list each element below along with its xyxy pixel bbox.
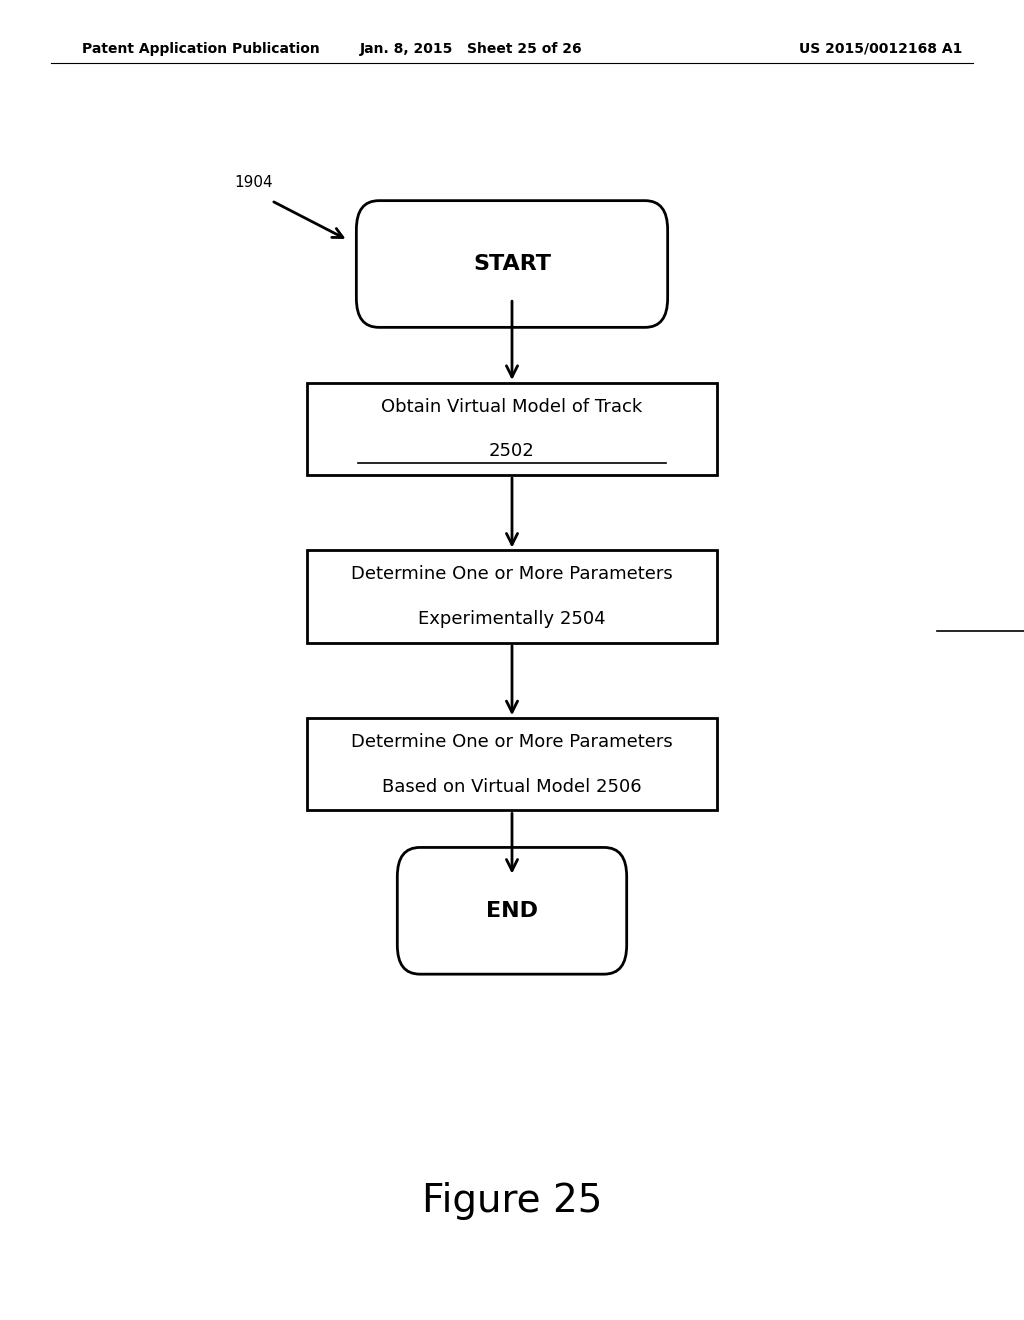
Text: 2502: 2502 [489, 442, 535, 461]
Text: Determine One or More Parameters: Determine One or More Parameters [351, 565, 673, 583]
FancyBboxPatch shape [356, 201, 668, 327]
Text: Determine One or More Parameters: Determine One or More Parameters [351, 733, 673, 751]
Bar [307, 550, 717, 643]
Text: Obtain Virtual Model of Track: Obtain Virtual Model of Track [381, 397, 643, 416]
Text: Based on Virtual Model 2506: Based on Virtual Model 2506 [382, 777, 642, 796]
Bar [307, 718, 717, 810]
FancyBboxPatch shape [397, 847, 627, 974]
Text: END: END [486, 900, 538, 921]
Bar [307, 383, 717, 475]
Text: Patent Application Publication: Patent Application Publication [82, 42, 319, 55]
Text: US 2015/0012168 A1: US 2015/0012168 A1 [799, 42, 963, 55]
Text: START: START [473, 253, 551, 275]
Text: Jan. 8, 2015   Sheet 25 of 26: Jan. 8, 2015 Sheet 25 of 26 [359, 42, 583, 55]
Text: Experimentally 2504: Experimentally 2504 [418, 610, 606, 628]
Text: Figure 25: Figure 25 [422, 1183, 602, 1220]
Text: 1904: 1904 [234, 174, 273, 190]
